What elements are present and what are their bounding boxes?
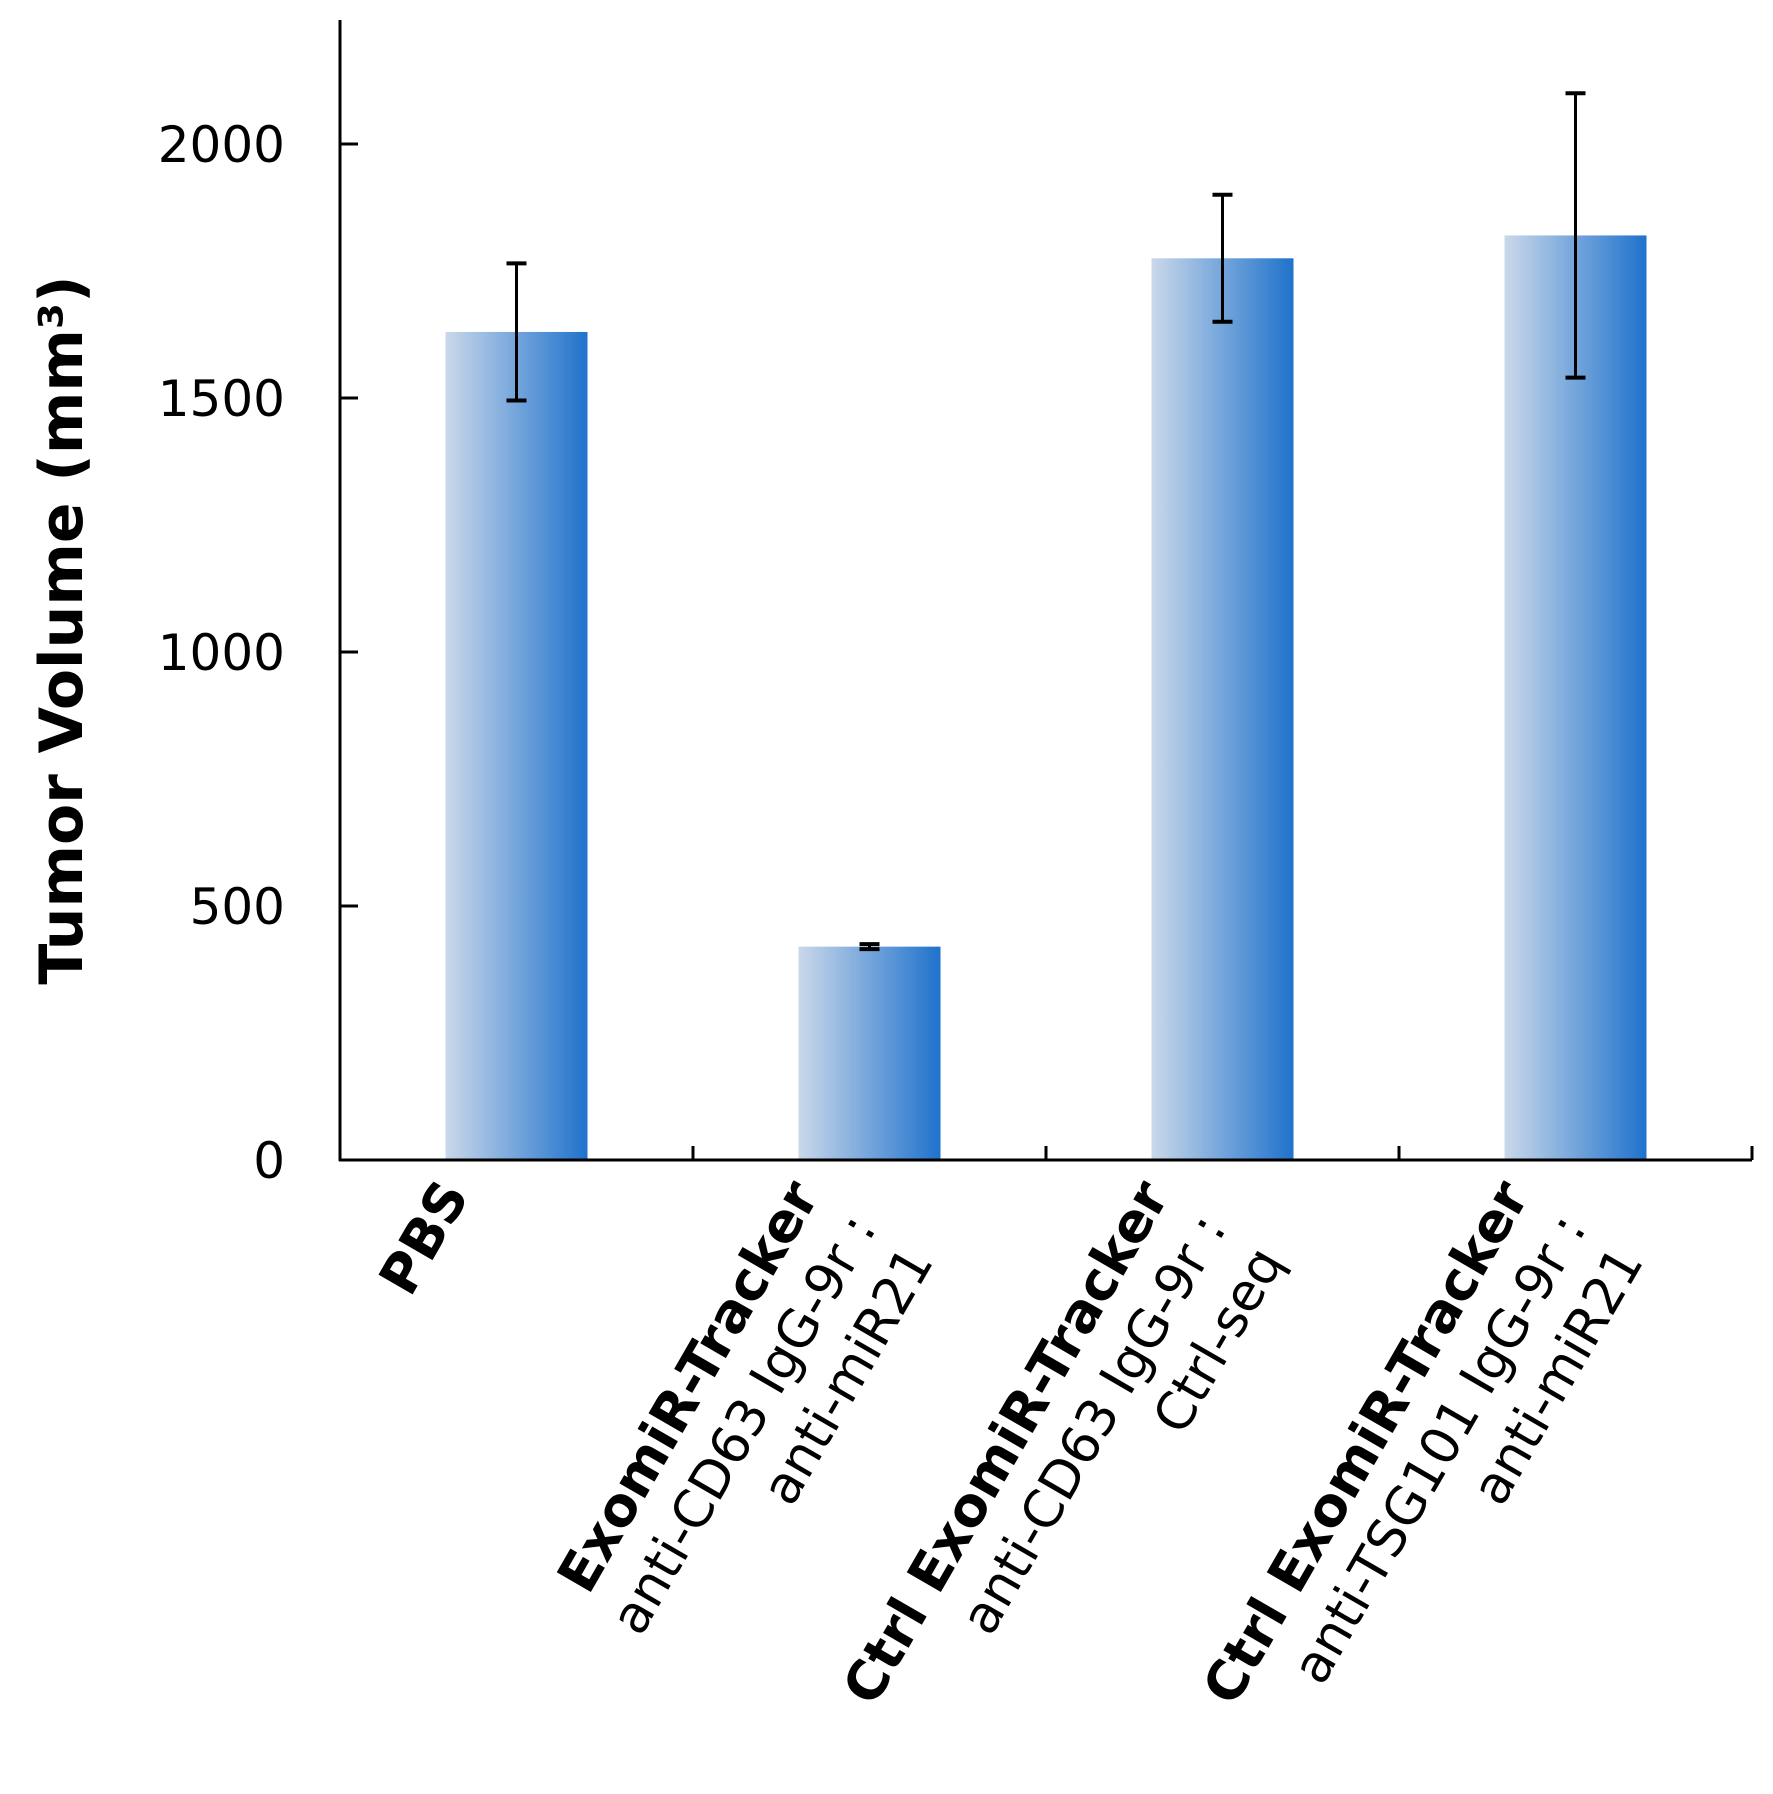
bar xyxy=(1504,235,1647,1160)
axes-layer xyxy=(338,20,1754,1162)
error-bars-layer xyxy=(506,91,1586,952)
y-tick-label: 2000 xyxy=(158,116,285,174)
y-tick-label: 500 xyxy=(190,878,285,936)
bar xyxy=(798,946,941,1160)
error-bar xyxy=(506,261,527,403)
error-bar xyxy=(1565,91,1586,380)
error-bar xyxy=(1212,192,1233,324)
y-axis-title: Tumor Volume (mm³) xyxy=(27,275,97,984)
error-bar xyxy=(859,942,880,952)
y-tick-label: 1000 xyxy=(158,624,285,682)
y-tick-label: 0 xyxy=(253,1132,285,1190)
bar xyxy=(445,331,588,1161)
bars-layer xyxy=(445,235,1647,1161)
y-tick-label: 1500 xyxy=(158,370,285,428)
x-category-label-line: PBS xyxy=(367,1170,481,1305)
bar xyxy=(1151,258,1294,1160)
x-category-label: PBS xyxy=(367,1170,481,1305)
